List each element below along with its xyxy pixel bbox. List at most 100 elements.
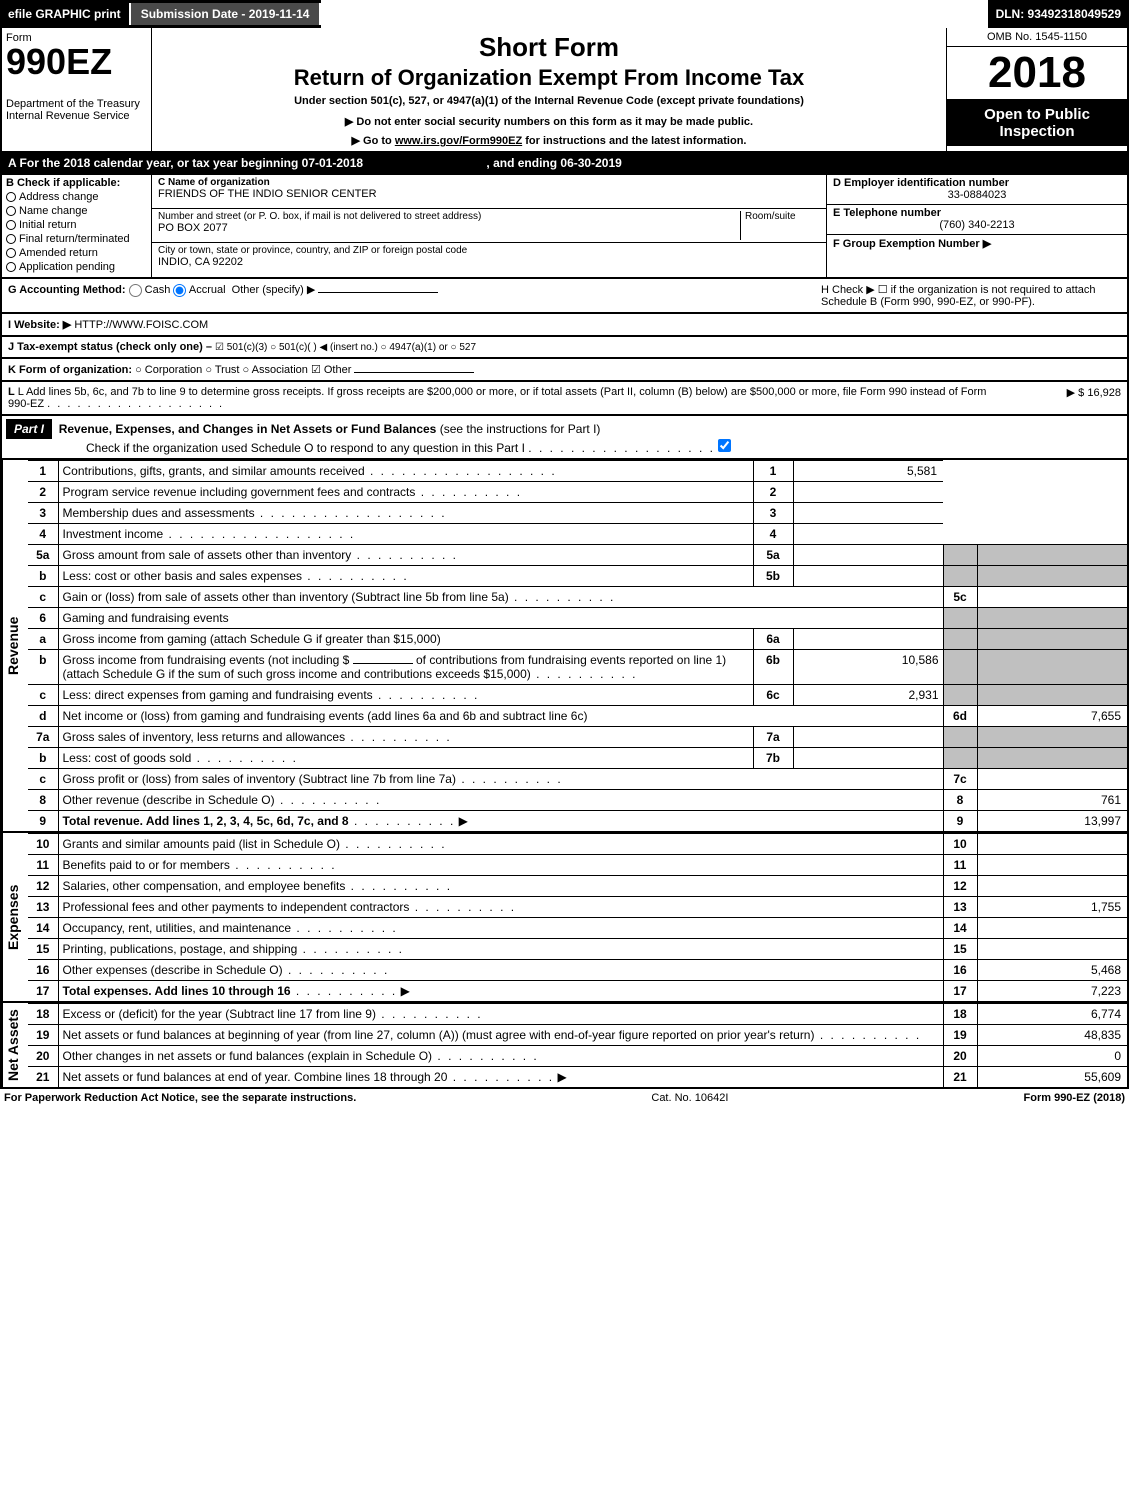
group-exemption-cell: F Group Exemption Number ▶ bbox=[827, 235, 1127, 265]
net-assets-section: Net Assets 18Excess or (deficit) for the… bbox=[0, 1003, 1129, 1089]
line-5c: cGain or (loss) from sale of assets othe… bbox=[28, 587, 1127, 608]
irs-label: Internal Revenue Service bbox=[6, 110, 147, 122]
line-3: 3Membership dues and assessments3 bbox=[28, 503, 1127, 524]
dots-icon bbox=[163, 527, 355, 541]
part1-badge: Part I bbox=[6, 419, 52, 439]
dots-icon bbox=[456, 772, 563, 786]
line-11-amount bbox=[977, 855, 1127, 876]
org-name: FRIENDS OF THE INDIO SENIOR CENTER bbox=[158, 188, 820, 200]
line-21: 21Net assets or fund balances at end of … bbox=[28, 1067, 1127, 1088]
dots-icon bbox=[230, 858, 337, 872]
line-18-amount: 6,774 bbox=[977, 1004, 1127, 1025]
schedule-o-checkbox[interactable] bbox=[718, 439, 731, 452]
part1-title: Revenue, Expenses, and Changes in Net As… bbox=[59, 422, 437, 436]
dots-icon bbox=[415, 485, 522, 499]
open-to-public: Open to Public Inspection bbox=[947, 100, 1127, 146]
line-13-amount: 1,755 bbox=[977, 897, 1127, 918]
checkbox-icon bbox=[6, 206, 16, 216]
line-6b: bGross income from fundraising events (n… bbox=[28, 650, 1127, 685]
dots-icon bbox=[255, 506, 447, 520]
website-value: HTTP://WWW.FOISC.COM bbox=[74, 319, 208, 331]
line-16: 16Other expenses (describe in Schedule O… bbox=[28, 960, 1127, 981]
revenue-table: 1Contributions, gifts, grants, and simil… bbox=[28, 460, 1127, 831]
revenue-section: Revenue 1Contributions, gifts, grants, a… bbox=[0, 460, 1129, 833]
g-label: G Accounting Method: bbox=[8, 284, 126, 296]
line-6a: aGross income from gaming (attach Schedu… bbox=[28, 629, 1127, 650]
chk-address-change[interactable]: Address change bbox=[6, 191, 147, 203]
line-7c-amount bbox=[977, 769, 1127, 790]
subtitle: Under section 501(c), 527, or 4947(a)(1)… bbox=[158, 95, 940, 107]
dots-icon bbox=[409, 900, 516, 914]
netassets-side-label: Net Assets bbox=[2, 1003, 28, 1087]
tax-exempt-row: J Tax-exempt status (check only one) – ☑… bbox=[0, 337, 1129, 359]
line-13: 13Professional fees and other payments t… bbox=[28, 897, 1127, 918]
top-bar: efile GRAPHIC print Submission Date - 20… bbox=[0, 0, 1129, 28]
dots-icon bbox=[191, 751, 298, 765]
dots-icon bbox=[302, 569, 409, 583]
checkbox-icon bbox=[6, 248, 16, 258]
dots-icon bbox=[376, 1007, 483, 1021]
line-17: 17Total expenses. Add lines 10 through 1… bbox=[28, 981, 1127, 1002]
line-5b: bLess: cost or other basis and sales exp… bbox=[28, 566, 1127, 587]
goto-suffix: for instructions and the latest informat… bbox=[522, 135, 746, 147]
line-19: 19Net assets or fund balances at beginni… bbox=[28, 1025, 1127, 1046]
website-row: I Website: ▶ HTTP://WWW.FOISC.COM bbox=[0, 314, 1129, 337]
line-1-amount: 5,581 bbox=[793, 461, 943, 482]
dots-icon bbox=[447, 1070, 554, 1084]
line-6c-val: 2,931 bbox=[793, 685, 943, 706]
line-1: 1Contributions, gifts, grants, and simil… bbox=[28, 461, 1127, 482]
header-left: Form 990EZ Department of the Treasury In… bbox=[2, 28, 152, 151]
accounting-method-row: G Accounting Method: Cash Accrual Other … bbox=[0, 279, 1129, 314]
check-b-column: B Check if applicable: Address change Na… bbox=[2, 175, 152, 277]
checkbox-icon bbox=[6, 192, 16, 202]
g-cash-radio[interactable] bbox=[129, 284, 142, 297]
dots-icon bbox=[351, 548, 458, 562]
form-of-org-row: K Form of organization: ○ Corporation ○ … bbox=[0, 359, 1129, 382]
chk-application-pending[interactable]: Application pending bbox=[6, 261, 147, 273]
k-other-blank[interactable] bbox=[354, 372, 474, 373]
city-value: INDIO, CA 92202 bbox=[158, 256, 820, 268]
line-6b-blank[interactable] bbox=[353, 663, 413, 664]
revenue-side-label: Revenue bbox=[2, 460, 28, 831]
line-6a-val bbox=[793, 629, 943, 650]
j-options: ☑ 501(c)(3) ○ 501(c)( ) ◀ (insert no.) ○… bbox=[215, 342, 476, 353]
line-15-amount bbox=[977, 939, 1127, 960]
checkbox-icon bbox=[6, 262, 16, 272]
chk-final-return[interactable]: Final return/terminated bbox=[6, 233, 147, 245]
line-7c: cGross profit or (loss) from sales of in… bbox=[28, 769, 1127, 790]
g-other-blank[interactable] bbox=[318, 292, 438, 293]
line-16-amount: 5,468 bbox=[977, 960, 1127, 981]
line-14-amount bbox=[977, 918, 1127, 939]
line-17-amount: 7,223 bbox=[977, 981, 1127, 1002]
line-4-amount bbox=[793, 524, 943, 545]
line-8: 8Other revenue (describe in Schedule O)8… bbox=[28, 790, 1127, 811]
chk-amended-return[interactable]: Amended return bbox=[6, 247, 147, 259]
irs-link[interactable]: www.irs.gov/Form990EZ bbox=[395, 135, 522, 147]
dots-icon bbox=[275, 793, 382, 807]
address-cell: Number and street (or P. O. box, if mail… bbox=[152, 209, 826, 243]
part1-hint: (see the instructions for Part I) bbox=[440, 422, 601, 436]
line-9: 9Total revenue. Add lines 1, 2, 3, 4, 5c… bbox=[28, 811, 1127, 832]
line-2-amount bbox=[793, 482, 943, 503]
phone-cell: E Telephone number (760) 340-2213 bbox=[827, 205, 1127, 235]
check-b-title: B Check if applicable: bbox=[6, 177, 147, 189]
omb-number: OMB No. 1545-1150 bbox=[947, 28, 1127, 47]
period-end: , and ending 06-30-2019 bbox=[486, 156, 621, 170]
dots-icon bbox=[291, 984, 398, 998]
line-21-amount: 55,609 bbox=[977, 1067, 1127, 1088]
line-7a: 7aGross sales of inventory, less returns… bbox=[28, 727, 1127, 748]
chk-initial-return[interactable]: Initial return bbox=[6, 219, 147, 231]
dots-icon bbox=[432, 1049, 539, 1063]
expenses-table: 10Grants and similar amounts paid (list … bbox=[28, 833, 1127, 1001]
d-label: D Employer identification number bbox=[833, 177, 1121, 189]
chk-name-change[interactable]: Name change bbox=[6, 205, 147, 217]
efile-label: efile GRAPHIC print bbox=[0, 7, 129, 21]
line-10: 10Grants and similar amounts paid (list … bbox=[28, 834, 1127, 855]
dots-icon bbox=[340, 837, 447, 851]
expenses-section: Expenses 10Grants and similar amounts pa… bbox=[0, 833, 1129, 1003]
g-accrual-radio[interactable] bbox=[173, 284, 186, 297]
checkbox-icon bbox=[6, 220, 16, 230]
tax-period-row: A For the 2018 calendar year, or tax yea… bbox=[0, 153, 1129, 175]
dots-icon bbox=[345, 879, 452, 893]
h-check: H Check ▶ ☐ if the organization is not r… bbox=[821, 283, 1121, 308]
